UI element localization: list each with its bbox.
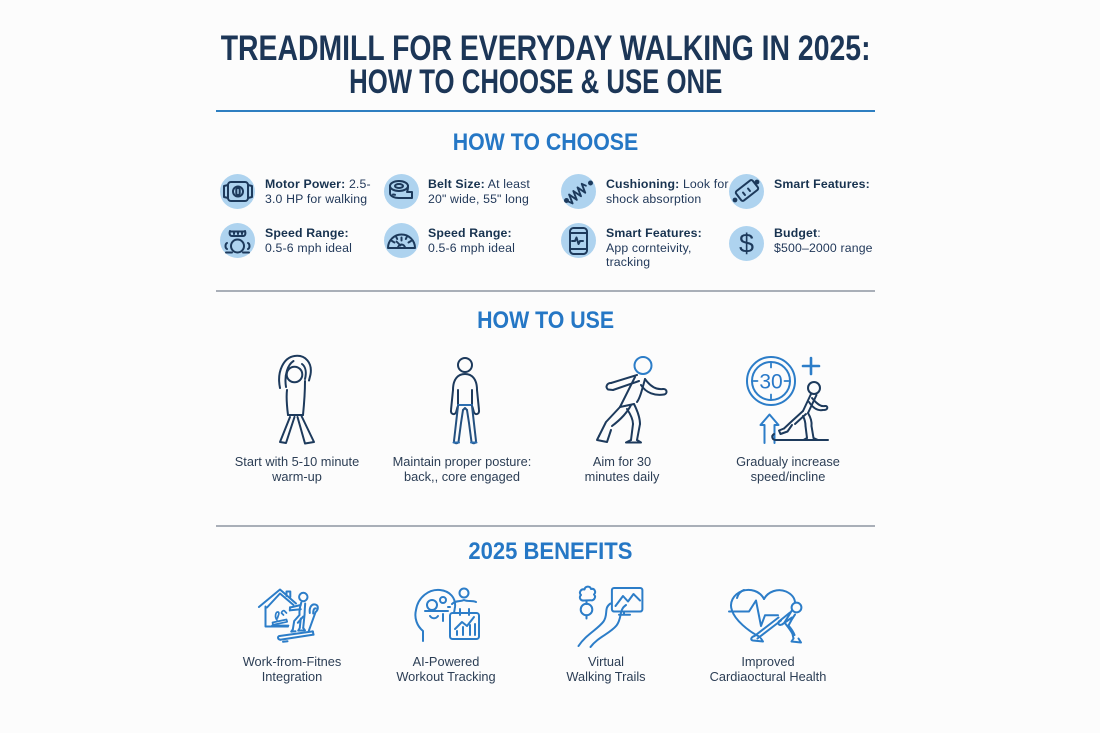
svg-text:$: $ bbox=[739, 229, 754, 259]
svg-text:30: 30 bbox=[759, 371, 782, 394]
